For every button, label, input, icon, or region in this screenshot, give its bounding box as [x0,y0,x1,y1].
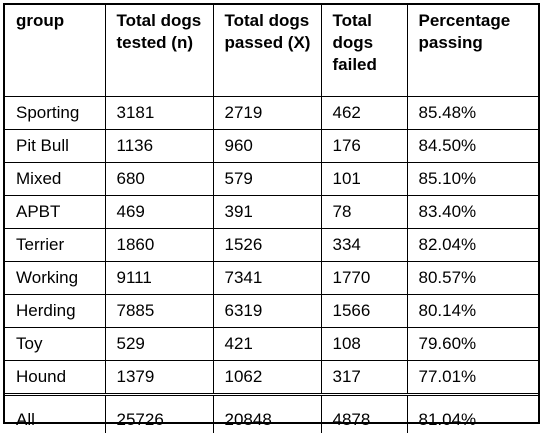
cell-percentage: 79.60% [407,328,538,361]
table-body: Sporting 3181 2719 462 85.48% Pit Bull 1… [5,97,538,433]
cell-tested: 7885 [105,295,213,328]
header-total-tested: Total dogs tested (n) [105,5,213,97]
cell-failed: 462 [321,97,407,130]
cell-passed: 1062 [213,361,321,395]
cell-percentage: 80.57% [407,262,538,295]
cell-failed: 101 [321,163,407,196]
cell-percentage: 77.01% [407,361,538,395]
cell-failed: 78 [321,196,407,229]
cell-group: Toy [5,328,105,361]
table-row: Pit Bull 1136 960 176 84.50% [5,130,538,163]
cell-passed: 2719 [213,97,321,130]
cell-tested: 3181 [105,97,213,130]
cell-failed: 1566 [321,295,407,328]
cell-tested: 1379 [105,361,213,395]
cell-group: Working [5,262,105,295]
cell-group: Sporting [5,97,105,130]
cell-percentage: 83.40% [407,196,538,229]
cell-group: Hound [5,361,105,395]
header-total-passed: Total dogs passed (X) [213,5,321,97]
table-row: Hound 1379 1062 317 77.01% [5,361,538,395]
cell-tested: 1136 [105,130,213,163]
cell-tested: 469 [105,196,213,229]
table-row: Herding 7885 6319 1566 80.14% [5,295,538,328]
cell-passed: 7341 [213,262,321,295]
cell-failed: 317 [321,361,407,395]
cell-failed: 4878 [321,395,407,433]
cell-group: APBT [5,196,105,229]
cell-failed: 1770 [321,262,407,295]
table-row: Sporting 3181 2719 462 85.48% [5,97,538,130]
header-percentage-passing: Percentage passing [407,5,538,97]
cell-group: Herding [5,295,105,328]
cell-passed: 6319 [213,295,321,328]
table-row: Mixed 680 579 101 85.10% [5,163,538,196]
cell-tested: 25726 [105,395,213,433]
cell-passed: 421 [213,328,321,361]
table-row: Working 9111 7341 1770 80.57% [5,262,538,295]
cell-group: Pit Bull [5,130,105,163]
cell-passed: 391 [213,196,321,229]
cell-tested: 529 [105,328,213,361]
cell-percentage: 85.10% [407,163,538,196]
cell-failed: 108 [321,328,407,361]
cell-percentage: 84.50% [407,130,538,163]
cell-passed: 579 [213,163,321,196]
cell-group: All [5,395,105,433]
table-row: APBT 469 391 78 83.40% [5,196,538,229]
cell-passed: 1526 [213,229,321,262]
cell-percentage: 82.04% [407,229,538,262]
table-row: Toy 529 421 108 79.60% [5,328,538,361]
header-row: group Total dogs tested (n) Total dogs p… [5,5,538,97]
cell-percentage: 85.48% [407,97,538,130]
cell-failed: 334 [321,229,407,262]
table-row: Terrier 1860 1526 334 82.04% [5,229,538,262]
cell-passed: 20848 [213,395,321,433]
cell-group: Mixed [5,163,105,196]
header-group: group [5,5,105,97]
cell-failed: 176 [321,130,407,163]
cell-tested: 1860 [105,229,213,262]
cell-tested: 680 [105,163,213,196]
cell-percentage: 80.14% [407,295,538,328]
cell-group: Terrier [5,229,105,262]
dog-test-results-table: group Total dogs tested (n) Total dogs p… [5,5,538,433]
cell-tested: 9111 [105,262,213,295]
cell-percentage: 81.04% [407,395,538,433]
total-row: All 25726 20848 4878 81.04% [5,395,538,433]
header-total-failed: Total dogs failed [321,5,407,97]
data-table-frame: group Total dogs tested (n) Total dogs p… [3,3,540,424]
cell-passed: 960 [213,130,321,163]
